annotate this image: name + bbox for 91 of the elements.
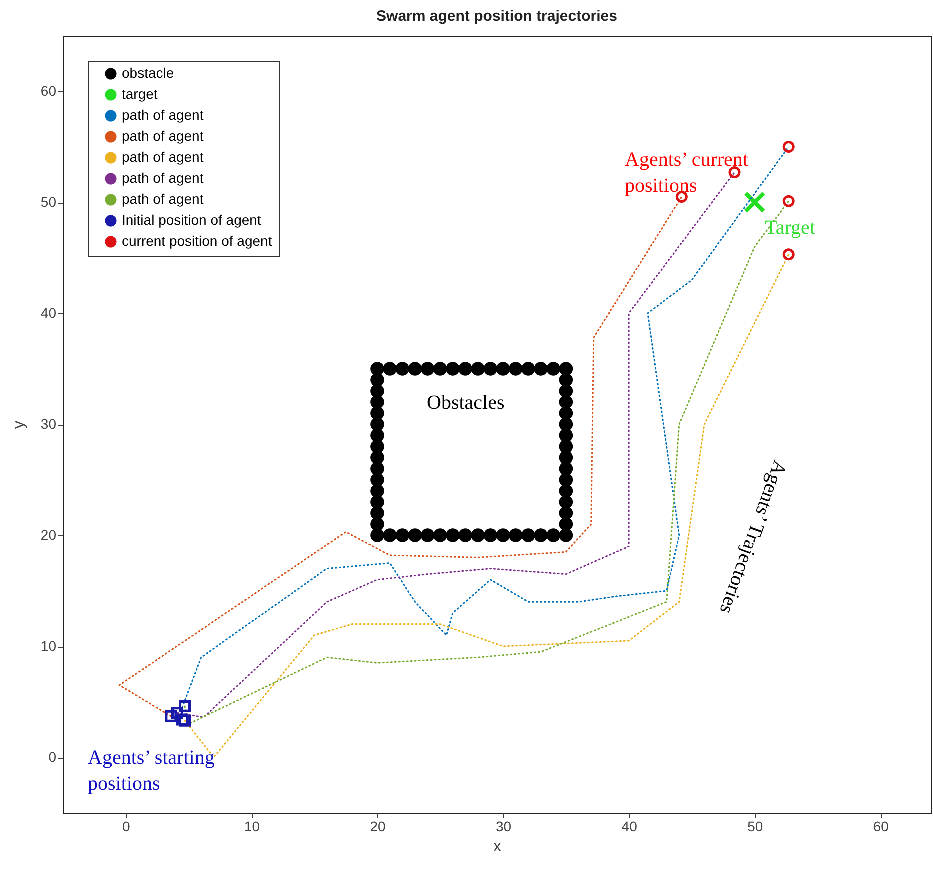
legend-label: path of agent [122,191,204,207]
y-tick-label: 50 [40,194,57,210]
chart-title: Swarm agent position trajectories [376,8,618,25]
point [728,166,741,179]
point [782,248,795,261]
x-tick-label: 30 [496,818,512,834]
point [370,518,384,532]
point [559,518,574,532]
point [522,362,536,376]
point [434,528,448,542]
point [408,362,422,376]
point [559,406,574,420]
point [744,192,766,214]
point [534,528,548,542]
point [458,362,472,376]
point [370,506,384,520]
annotation: Agents’ starting positions [88,747,215,795]
point [508,362,523,376]
legend-label: obstacle [122,65,174,81]
point [383,528,397,542]
y-tick-label: 30 [40,416,57,432]
point [370,450,384,465]
point [370,473,384,487]
point [508,528,523,542]
point [176,714,188,726]
point [496,362,510,376]
point [559,462,574,476]
point [484,362,498,376]
x-tick-label: 50 [748,818,764,834]
legend-label: path of agent [122,149,204,165]
point [383,362,397,376]
point [559,362,574,376]
point [370,428,384,442]
point [782,141,795,153]
point [546,362,560,376]
point [559,440,574,454]
point [559,450,574,465]
point [179,700,192,712]
point [546,528,560,542]
y-tick-label: 40 [40,305,57,321]
y-axis-title: y [10,421,28,429]
x-tick-label: 10 [244,818,260,834]
point [370,362,384,376]
point [420,528,435,542]
point [534,362,548,376]
x-tick-label: 40 [622,818,638,834]
point [370,418,384,432]
point [446,528,460,542]
point [434,362,448,376]
point [559,506,574,520]
legend-label: target [122,86,158,102]
point [370,495,384,510]
annotation: Target [765,217,816,239]
legend-label: current position of agent [122,233,272,249]
point [559,395,574,410]
point [370,395,384,410]
annotation: Obstacles [427,392,505,414]
y-tick-label: 60 [40,83,57,99]
legend-label: path of agent [122,128,204,144]
x-axis-title: x [494,838,502,856]
point [165,710,178,722]
point [496,528,510,542]
x-tick-label: 0 [122,818,130,834]
x-tick-label: 60 [873,818,890,834]
point [782,195,795,208]
point [370,384,384,398]
annotation: Agents’ current positions [625,149,749,197]
point [171,707,184,720]
point [370,484,384,498]
point [458,528,472,542]
point [559,384,574,398]
point [370,373,384,387]
point [471,362,486,376]
point [559,495,574,510]
point [484,528,498,542]
point [396,528,410,542]
legend-label: path of agent [122,170,204,186]
point [396,362,410,376]
point [179,714,192,727]
point [471,528,486,542]
point [420,362,435,376]
y-tick-label: 20 [40,527,57,543]
legend-label: Initial position of agent [122,212,262,228]
point [408,528,422,542]
point [522,528,536,542]
legend-label: path of agent [122,107,204,123]
point [370,440,384,454]
x-tick-label: 20 [370,818,386,834]
y-tick-label: 0 [48,749,57,765]
point [446,362,460,376]
y-tick-label: 10 [40,638,57,654]
